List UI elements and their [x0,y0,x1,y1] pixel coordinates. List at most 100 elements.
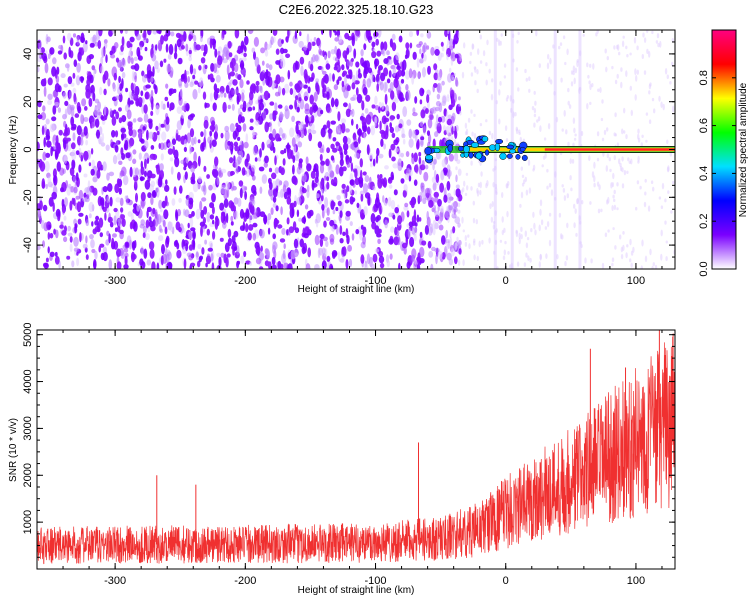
spectrogram-noise-cell [283,191,288,200]
spectrogram-noise-cell [258,266,264,269]
spectrogram-noise-cell [414,258,417,265]
spectrogram-noise-cell [224,139,228,151]
spectrogram-noise-cell [45,152,51,158]
spectrogram-noise-cell [72,87,77,94]
spectrogram-noise-cell [647,205,651,212]
spectrogram-noise-cell [165,122,170,132]
spectrogram-noise-cell [503,227,506,233]
spectrogram-noise-cell [337,76,342,81]
spectrogram-noise-cell [301,187,307,194]
spectrogram-noise-cell [565,129,568,135]
spectrogram-noise-cell [573,203,576,209]
spectrogram-noise-cell [309,106,314,116]
spectrogram-noise-cell [93,259,97,269]
spectrogram-noise-cell [336,79,340,85]
spectrogram-noise-cell [464,122,468,129]
spectrogram-noise-cell [206,253,211,259]
spectrogram-noise-cell [147,226,151,232]
spectrogram-noise-cell [666,139,669,144]
spectrogram-noise-cell [206,211,211,223]
spectrogram-noise-cell [200,131,204,138]
spectrogram-noise-cell [637,128,640,134]
spectrogram-noise-cell [230,215,234,222]
spectrogram-noise-cell [432,227,436,236]
spectrogram-noise-cell [456,240,459,247]
spectrogram-noise-cell [92,70,96,79]
spectrogram-noise-cell [251,174,256,181]
spectrogram-noise-cell [234,30,240,39]
spectrogram-noise-cell [103,88,107,96]
spectrogram-noise-cell [150,75,154,83]
spectrogram-noise-cell [457,168,462,176]
spectrogram-noise-cell [441,94,448,104]
spectrogram-noise-cell [227,140,231,146]
spectrogram-noise-cell [351,82,356,90]
spectrogram-noise-cell [112,154,118,165]
spectrogram-noise-cell [161,244,165,255]
spectrogram-noise-cell [398,35,403,43]
spectrogram-noise-cell [43,222,49,232]
spectrogram-noise-cell [63,83,68,88]
spectrogram-noise-cell [611,182,614,188]
spectrogram-noise-cell [220,184,226,195]
spectrogram-noise-cell [468,243,471,250]
spectrogram-noise-cell [352,94,357,101]
spectrogram-noise-cell [641,239,644,247]
spectrogram-noise-cell [387,196,392,207]
spectrogram-noise-cell [509,264,512,269]
spectrogram-noise-cell [469,60,472,65]
spectrogram-noise-cell [600,117,604,122]
spectrogram-noise-cell [66,227,71,232]
spectrogram-noise-cell [319,238,324,247]
spectrogram-noise-cell [489,203,492,210]
spectrogram-noise-cell [439,139,443,149]
spectrogram-noise-cell [376,147,380,157]
spectrogram-noise-cell [299,127,305,139]
spectrogram-noise-cell [538,261,541,268]
spectrogram-noise-cell [473,113,476,117]
spectrogram-noise-cell [485,119,488,123]
spectrogram-noise-cell [215,74,221,83]
spectrogram-noise-cell [320,194,324,202]
spectrogram-noise-cell [294,99,297,110]
spectrogram-noise-cell [39,161,46,172]
spectrogram-noise-cell [330,120,337,125]
colorbar-gradient [712,30,736,269]
spectrogram-noise-cell [359,158,363,168]
spectrogram-noise-cell [398,262,401,269]
spectrogram-noise-cell [494,210,497,217]
spectrogram-noise-cell [144,233,150,240]
spectrogram-noise-cell [146,129,149,141]
spectrogram-noise-cell [346,234,350,245]
spectrogram-noise-cell [109,196,113,207]
spectrogram-noise-cell [433,158,437,165]
spectrogram-noise-cell [665,240,668,244]
spectrogram-noise-cell [660,205,664,209]
signal-blob [484,149,490,156]
spectrogram-noise-cell [228,52,233,58]
spectrogram-noise-cell [226,64,230,76]
spectrogram-noise-cell [150,145,155,150]
spectrogram-noise-cell [148,241,155,250]
spectrogram-noise-cell [516,40,519,44]
spectrogram-noise-cell [473,240,476,246]
spectrogram-noise-cell [71,260,75,268]
spectrogram-noise-cell [100,56,104,65]
spectrogram-noise-cell [203,119,209,129]
spectrogram-noise-cell [378,251,384,257]
spectrogram-noise-cell [621,40,625,48]
spectrogram-y-tick-label: -40 [22,237,34,253]
spectrogram-noise-cell [539,199,543,207]
spectrogram-noise-cell [67,76,73,85]
spectrogram-noise-cell [49,123,55,133]
spectrogram-noise-cell [137,117,143,123]
spectrogram-noise-cell [180,88,183,99]
spectrogram-noise-cell [277,120,281,127]
spectrogram-noise-cell [646,30,649,34]
spectrogram-noise-cell [360,193,364,202]
spectrogram-noise-cell [371,41,376,48]
spectrogram-noise-cell [391,33,396,41]
spectrogram-noise-cell [239,140,244,152]
spectrogram-noise-cell [142,155,148,161]
spectrogram-noise-cell [115,111,120,120]
